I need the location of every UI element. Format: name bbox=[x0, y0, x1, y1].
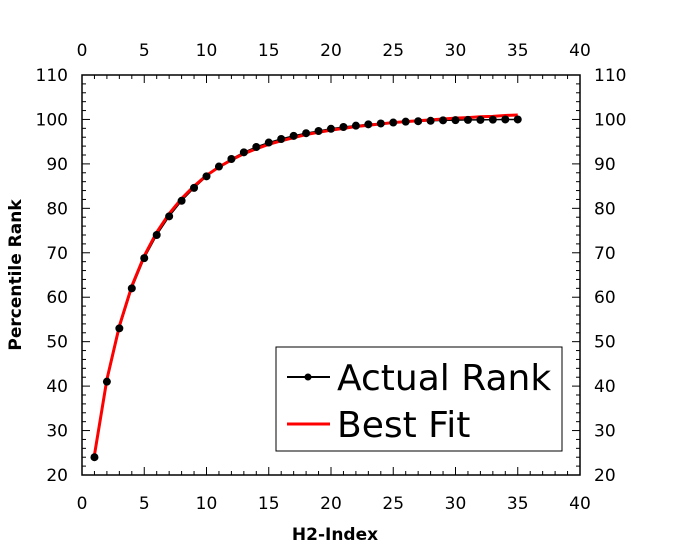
data-point-actual-rank bbox=[214, 162, 223, 171]
data-point-actual-rank bbox=[289, 131, 298, 140]
legend-label-actual-rank: Actual Rank bbox=[337, 358, 551, 399]
y-tick-label-left: 80 bbox=[46, 199, 68, 219]
y-tick-label-left: 110 bbox=[36, 66, 68, 86]
y-tick-label-left: 60 bbox=[46, 288, 68, 308]
data-point-actual-rank bbox=[190, 183, 199, 192]
data-point-actual-rank bbox=[140, 254, 149, 263]
data-point-actual-rank bbox=[339, 123, 348, 131]
y-tick-label-left: 70 bbox=[46, 244, 68, 264]
data-point-actual-rank bbox=[488, 115, 497, 124]
y-axis-title: Percentile Rank bbox=[6, 199, 26, 351]
x-tick-label-top: 30 bbox=[445, 41, 467, 61]
data-point-actual-rank bbox=[376, 119, 385, 128]
data-point-actual-rank bbox=[252, 143, 261, 151]
series-layer bbox=[90, 113, 522, 462]
data-point-actual-rank bbox=[451, 116, 460, 125]
x-tick-label-top: 20 bbox=[320, 41, 342, 61]
x-tick-label-bottom: 35 bbox=[507, 494, 529, 514]
y-tick-label-left: 90 bbox=[46, 155, 68, 175]
y-tick-label-right: 20 bbox=[594, 466, 616, 486]
data-point-actual-rank bbox=[165, 212, 174, 221]
x-tick-label-top: 40 bbox=[569, 41, 591, 61]
y-tick-label-left: 20 bbox=[46, 466, 68, 486]
y-tick-label-right: 40 bbox=[594, 377, 616, 397]
y-tick-label-left: 100 bbox=[36, 110, 68, 130]
y-tick-label-right: 100 bbox=[594, 110, 626, 130]
data-point-actual-rank bbox=[102, 377, 111, 386]
x-tick-label-bottom: 5 bbox=[139, 494, 150, 514]
data-point-actual-rank bbox=[389, 118, 398, 127]
y-tick-label-right: 110 bbox=[594, 66, 626, 86]
y-tick-label-right: 50 bbox=[594, 333, 616, 353]
data-point-actual-rank bbox=[227, 155, 236, 163]
data-point-actual-rank bbox=[463, 115, 472, 124]
legend-label-best-fit: Best Fit bbox=[337, 405, 470, 446]
data-point-actual-rank bbox=[327, 124, 335, 133]
data-point-actual-rank bbox=[351, 121, 360, 130]
data-point-actual-rank bbox=[476, 115, 485, 124]
data-point-actual-rank bbox=[115, 324, 124, 333]
x-tick-label-bottom: 10 bbox=[196, 494, 218, 514]
y-tick-label-left: 50 bbox=[46, 333, 68, 353]
x-axis-title: H2-Index bbox=[292, 525, 378, 545]
x-tick-label-top: 5 bbox=[139, 41, 150, 61]
data-point-actual-rank bbox=[414, 117, 423, 126]
ticks-layer bbox=[81, 74, 581, 476]
y-tick-label-left: 40 bbox=[46, 377, 68, 397]
x-tick-label-top: 15 bbox=[258, 41, 280, 61]
x-tick-label-top: 35 bbox=[507, 41, 529, 61]
data-point-actual-rank bbox=[90, 453, 99, 462]
legend-box bbox=[275, 346, 563, 452]
x-tick-label-top: 25 bbox=[382, 41, 404, 61]
y-tick-label-right: 80 bbox=[594, 199, 616, 219]
data-point-actual-rank bbox=[364, 120, 373, 129]
legend: Actual Rank Best Fit bbox=[275, 346, 563, 452]
y-tick-label-left: 30 bbox=[46, 422, 68, 442]
data-point-actual-rank bbox=[239, 148, 248, 157]
y-tick-label-right: 90 bbox=[594, 155, 616, 175]
y-tick-label-right: 60 bbox=[594, 288, 616, 308]
data-point-actual-rank bbox=[314, 127, 323, 135]
data-point-actual-rank bbox=[264, 138, 273, 147]
x-tick-label-bottom: 20 bbox=[320, 494, 342, 514]
x-tick-label-bottom: 15 bbox=[258, 494, 280, 514]
data-point-actual-rank bbox=[277, 135, 286, 143]
data-point-actual-rank bbox=[302, 129, 311, 138]
y-tick-label-right: 30 bbox=[594, 422, 616, 442]
x-tick-label-bottom: 0 bbox=[77, 494, 88, 514]
data-point-actual-rank bbox=[439, 116, 448, 125]
data-point-actual-rank bbox=[127, 284, 136, 293]
legend-swatch-actual-marker bbox=[304, 373, 312, 381]
data-point-actual-rank bbox=[177, 196, 186, 205]
data-point-actual-rank bbox=[152, 231, 161, 239]
x-tick-label-top: 0 bbox=[77, 41, 88, 61]
y-tick-label-right: 70 bbox=[594, 244, 616, 264]
x-tick-label-bottom: 25 bbox=[382, 494, 404, 514]
x-tick-label-bottom: 40 bbox=[569, 494, 591, 514]
data-point-actual-rank bbox=[513, 115, 522, 124]
data-point-actual-rank bbox=[501, 115, 510, 124]
x-tick-label-top: 10 bbox=[196, 41, 218, 61]
data-point-actual-rank bbox=[202, 172, 211, 181]
data-point-actual-rank bbox=[401, 117, 410, 126]
data-point-actual-rank bbox=[426, 116, 435, 125]
x-tick-label-bottom: 30 bbox=[445, 494, 467, 514]
tick-labels: 0 5 10 15 20 25 30 35 400 5 10 15 20 25 30 35 4020304050… bbox=[36, 41, 627, 514]
